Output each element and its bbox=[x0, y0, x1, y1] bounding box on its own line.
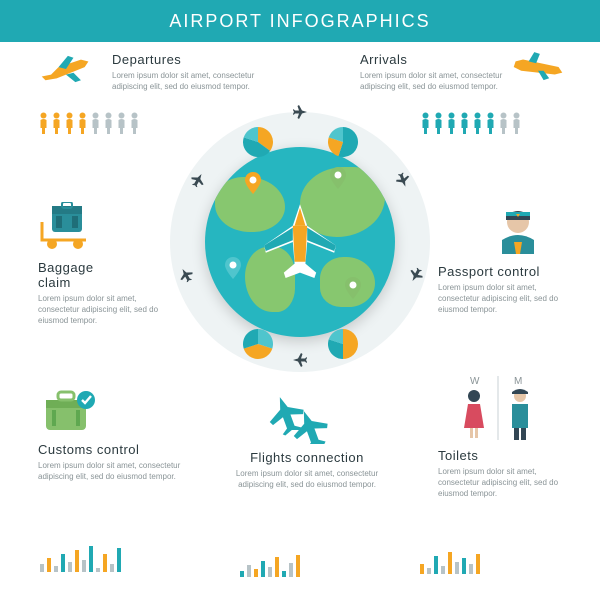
section-arrivals-icon bbox=[510, 48, 566, 86]
planes-pair-icon bbox=[260, 390, 330, 444]
flights-sparkline bbox=[240, 537, 300, 577]
section-passport-text: Passport control Lorem ipsum dolor sit a… bbox=[438, 264, 578, 315]
officer-icon bbox=[492, 202, 544, 256]
arrivals-title: Arrivals bbox=[360, 52, 510, 67]
passport-title: Passport control bbox=[438, 264, 578, 279]
orbit-plane-icon bbox=[190, 172, 206, 188]
arrivals-people bbox=[420, 104, 522, 134]
passport-body: Lorem ipsum dolor sit amet, consectetur … bbox=[438, 283, 578, 315]
stage: Departures Lorem ipsum dolor sit amet, c… bbox=[0, 42, 600, 600]
customs-title: Customs control bbox=[38, 442, 188, 457]
orbit-plane-icon bbox=[178, 267, 194, 283]
map-pin-icon bbox=[245, 172, 261, 194]
customs-body: Lorem ipsum dolor sit amet, consectetur … bbox=[38, 461, 188, 483]
mini-pie bbox=[243, 329, 273, 359]
section-customs-text: Customs control Lorem ipsum dolor sit am… bbox=[38, 442, 188, 483]
customs-sparkline bbox=[40, 532, 121, 572]
label-w: W bbox=[470, 376, 480, 387]
pilot-icon-wrap bbox=[492, 202, 544, 256]
center-plane-icon bbox=[255, 197, 345, 287]
mini-pie bbox=[328, 329, 358, 359]
toilets-icon: W M bbox=[454, 374, 550, 444]
orbit-plane-icon bbox=[292, 104, 308, 120]
toilets-body: Lorem ipsum dolor sit amet, consectetur … bbox=[438, 467, 578, 499]
arrivals-body: Lorem ipsum dolor sit amet, consectetur … bbox=[360, 71, 510, 93]
section-toilets-text: Toilets Lorem ipsum dolor sit amet, cons… bbox=[438, 448, 578, 499]
baggage-icon bbox=[38, 202, 90, 252]
map-pin-icon bbox=[225, 257, 241, 279]
flights-title: Flights connection bbox=[232, 450, 382, 465]
section-flights-text: Flights connection Lorem ipsum dolor sit… bbox=[232, 450, 382, 491]
label-m: M bbox=[514, 376, 522, 387]
globe bbox=[170, 112, 430, 372]
map-pin-icon bbox=[345, 277, 361, 299]
banner-title: AIRPORT INFOGRAPHICS bbox=[169, 11, 430, 32]
header-banner: AIRPORT INFOGRAPHICS bbox=[0, 0, 600, 42]
section-baggage-text: Baggage claim Lorem ipsum dolor sit amet… bbox=[38, 260, 178, 326]
baggage-cart-icon bbox=[38, 202, 90, 252]
departures-title: Departures bbox=[112, 52, 262, 67]
toilets-sparkline bbox=[420, 534, 480, 574]
baggage-title: Baggage bbox=[38, 260, 178, 275]
orbit-plane-icon bbox=[408, 267, 424, 283]
toilets-title: Toilets bbox=[438, 448, 578, 463]
mini-pie bbox=[328, 127, 358, 157]
plane-landing-icon bbox=[510, 48, 566, 86]
baggage-body: Lorem ipsum dolor sit amet, consectetur … bbox=[38, 294, 178, 326]
toilets-icon-wrap: W M bbox=[454, 374, 550, 444]
mini-pie bbox=[243, 127, 273, 157]
departures-people bbox=[38, 104, 140, 134]
flights-body: Lorem ipsum dolor sit amet, consectetur … bbox=[232, 469, 382, 491]
orbit-plane-icon bbox=[292, 352, 308, 368]
section-arrivals-text: Arrivals Lorem ipsum dolor sit amet, con… bbox=[360, 52, 510, 93]
section-departures-text: Departures Lorem ipsum dolor sit amet, c… bbox=[112, 52, 262, 93]
departures-body: Lorem ipsum dolor sit amet, consectetur … bbox=[112, 71, 262, 93]
suitcase-check-icon bbox=[42, 390, 96, 436]
plane-taking-off-icon bbox=[38, 50, 94, 88]
customs-icon-wrap bbox=[42, 390, 96, 436]
flights-icon-wrap bbox=[260, 390, 330, 444]
baggage-title2: claim bbox=[38, 275, 178, 290]
map-pin-icon bbox=[330, 167, 346, 189]
orbit-plane-icon bbox=[395, 172, 411, 188]
